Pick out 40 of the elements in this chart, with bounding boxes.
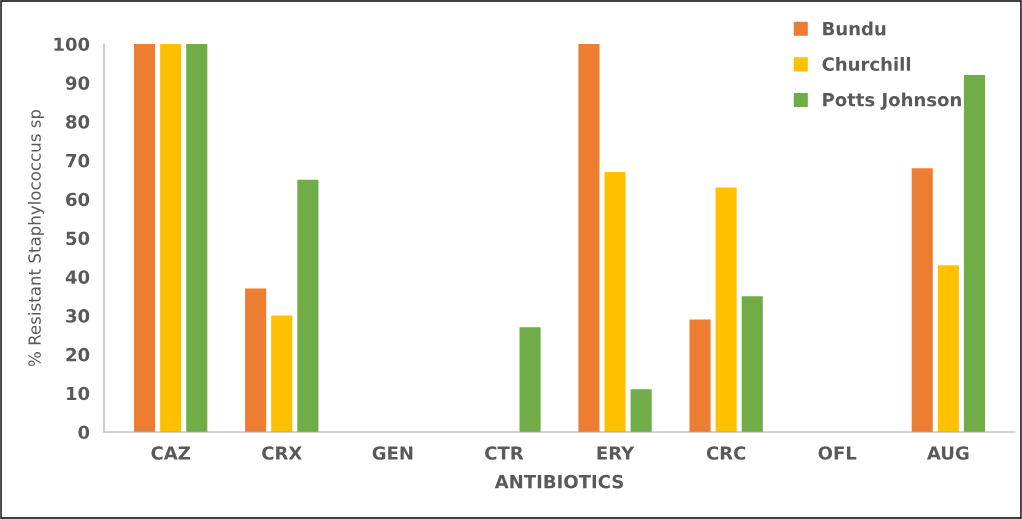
y-tick-label: 10 xyxy=(67,386,90,401)
x-tick-label: GEN xyxy=(372,446,413,460)
bar xyxy=(604,172,626,432)
y-tick-label: 40 xyxy=(65,270,90,284)
y-tick-label: 70 xyxy=(66,153,90,168)
bar xyxy=(186,44,208,432)
bar xyxy=(160,44,182,432)
bar xyxy=(689,319,711,432)
bar xyxy=(741,296,763,432)
x-tick-label: CRX xyxy=(262,446,302,460)
legend-label: Churchill xyxy=(822,56,911,71)
bar xyxy=(519,327,541,432)
y-tick-label: 100 xyxy=(54,37,90,52)
y-tick-label: 0 xyxy=(78,425,90,440)
x-tick-label: ERY xyxy=(597,446,635,460)
y-tick-label: 90 xyxy=(65,76,90,90)
x-tick-label: CRC xyxy=(706,446,746,460)
bar xyxy=(937,265,959,432)
bar xyxy=(911,168,933,432)
x-tick-label: CAZ xyxy=(151,446,190,460)
x-axis-title: ANTIBIOTICS xyxy=(494,474,623,489)
y-tick-label: 30 xyxy=(66,309,90,323)
bar xyxy=(578,44,600,432)
x-tick-label: CTR xyxy=(485,446,524,460)
bar xyxy=(963,75,985,432)
y-tick-label: 80 xyxy=(66,115,90,129)
legend-label: Potts Johnson xyxy=(823,92,961,110)
y-tick-label: 60 xyxy=(66,192,90,207)
bar xyxy=(245,288,267,432)
bar xyxy=(715,187,737,432)
bar xyxy=(134,44,156,432)
y-tick-label: 50 xyxy=(66,231,90,246)
bar xyxy=(630,389,652,432)
x-tick-label: AUG xyxy=(926,446,969,460)
bar xyxy=(271,315,293,432)
legend-label: Bundu xyxy=(823,21,886,36)
x-tick-label: OFL xyxy=(818,446,857,460)
y-axis-title: % Resistant Staphylococcus sp xyxy=(27,109,45,367)
y-tick-label: 20 xyxy=(66,347,90,362)
bar xyxy=(297,179,319,432)
